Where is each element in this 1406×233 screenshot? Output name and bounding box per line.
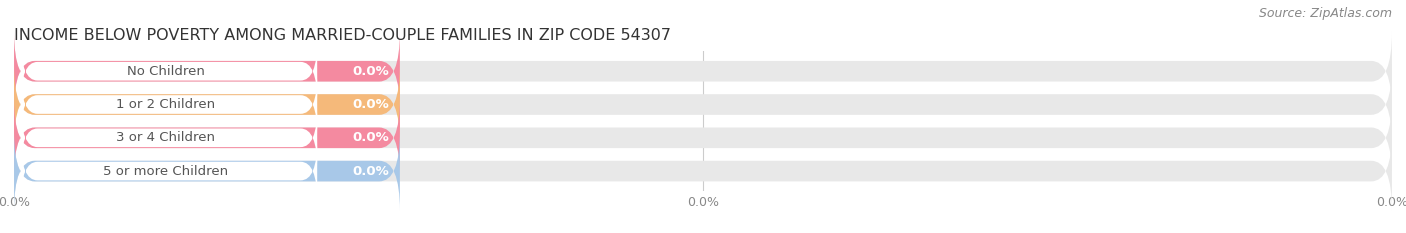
FancyBboxPatch shape xyxy=(14,32,1392,111)
Text: 3 or 4 Children: 3 or 4 Children xyxy=(117,131,215,144)
FancyBboxPatch shape xyxy=(14,65,1392,144)
FancyBboxPatch shape xyxy=(14,98,1392,177)
FancyBboxPatch shape xyxy=(14,131,1392,211)
Text: 5 or more Children: 5 or more Children xyxy=(103,164,228,178)
Text: Source: ZipAtlas.com: Source: ZipAtlas.com xyxy=(1258,7,1392,20)
Text: 0.0%: 0.0% xyxy=(352,164,389,178)
Text: INCOME BELOW POVERTY AMONG MARRIED-COUPLE FAMILIES IN ZIP CODE 54307: INCOME BELOW POVERTY AMONG MARRIED-COUPL… xyxy=(14,28,671,43)
FancyBboxPatch shape xyxy=(14,131,399,211)
FancyBboxPatch shape xyxy=(21,107,318,168)
FancyBboxPatch shape xyxy=(14,65,399,144)
FancyBboxPatch shape xyxy=(14,98,399,177)
FancyBboxPatch shape xyxy=(14,32,399,111)
FancyBboxPatch shape xyxy=(21,140,318,202)
Text: 0.0%: 0.0% xyxy=(352,98,389,111)
FancyBboxPatch shape xyxy=(21,74,318,135)
Text: 0.0%: 0.0% xyxy=(352,131,389,144)
Text: 1 or 2 Children: 1 or 2 Children xyxy=(117,98,215,111)
Text: 0.0%: 0.0% xyxy=(352,65,389,78)
Text: No Children: No Children xyxy=(127,65,204,78)
FancyBboxPatch shape xyxy=(21,41,318,102)
